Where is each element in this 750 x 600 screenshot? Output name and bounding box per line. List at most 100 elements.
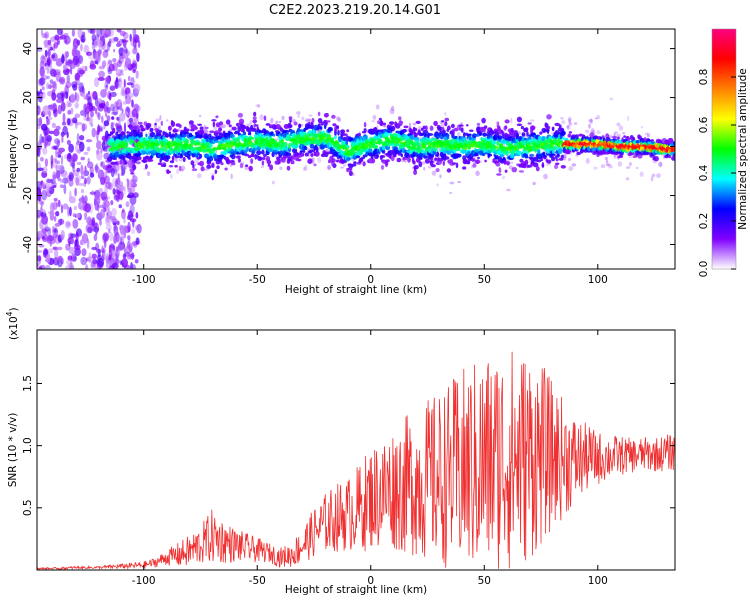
heatmap-cell [117, 125, 121, 129]
heatmap-cell [69, 206, 72, 217]
heatmap-cell [230, 173, 233, 180]
heatmap-cell [98, 204, 105, 209]
heatmap-cell [47, 137, 51, 147]
heatmap-cell [56, 139, 61, 147]
heatmap-cell [157, 126, 161, 130]
heatmap-cell [83, 151, 89, 155]
heatmap-cell [104, 49, 109, 53]
heatmap-cell [594, 117, 598, 120]
snr-x-ticks: -100 -50 0 50 100 [132, 330, 608, 587]
heatmap-cell [114, 164, 117, 170]
heatmap-cell [309, 124, 315, 130]
snr-y-ticks: 0.5 1.0 1.5 [22, 375, 675, 516]
heatmap-cell [436, 183, 439, 187]
heatmap-cell [365, 144, 369, 148]
heatmap-cell [115, 69, 122, 77]
heatmap-cell [168, 165, 174, 168]
heatmap-cell [113, 225, 119, 236]
heatmap-cell [110, 167, 115, 178]
heatmap-cell [149, 127, 154, 132]
heatmap-cell [80, 239, 83, 246]
heatmap-cell [218, 127, 222, 132]
heatmap-cell [120, 131, 126, 136]
heatmap-cell [84, 165, 87, 173]
heatmap-cell [613, 131, 619, 134]
heatmap-cell [124, 89, 128, 100]
heatmap-cell [412, 122, 417, 126]
heatmap-cell [132, 47, 138, 55]
heatmap-cell [65, 39, 68, 44]
heatmap-cell [53, 145, 58, 150]
heatmap-cell [115, 131, 119, 137]
heatmap-cell [430, 157, 433, 161]
heatmap-cell [218, 121, 224, 126]
heatmap-cell [112, 127, 116, 134]
x-tick-label: -50 [249, 575, 266, 587]
heatmap-cell [40, 123, 48, 131]
heatmap-cell [553, 145, 557, 150]
heatmap-cell [86, 146, 91, 152]
heatmap-cell [162, 131, 166, 136]
heatmap-cell [337, 117, 341, 123]
heatmap-cell [186, 139, 189, 145]
heatmap-cell [429, 125, 434, 131]
heatmap-cell [340, 166, 344, 169]
heatmap-cell [616, 133, 621, 138]
heatmap-cell [530, 119, 535, 122]
heatmap-cell [510, 161, 514, 165]
heatmap-cell [53, 41, 59, 49]
heatmap-cell [212, 121, 216, 128]
heatmap-cell [466, 160, 471, 165]
heatmap-cell [99, 127, 103, 132]
heatmap-cell [588, 119, 593, 123]
heatmap-cell [180, 168, 184, 172]
heatmap-cell [353, 147, 358, 152]
heatmap-cell [83, 110, 86, 122]
heatmap-cell [142, 146, 145, 150]
heatmap-cell [327, 165, 332, 171]
heatmap-cell [626, 166, 631, 169]
heatmap-cell [363, 128, 367, 133]
heatmap-cell [39, 60, 45, 69]
heatmap-cell [57, 150, 62, 155]
heatmap-cell [131, 228, 136, 235]
heatmap-cell [177, 152, 181, 156]
heatmap-cell [188, 120, 194, 125]
heatmap-cell [568, 122, 573, 126]
heatmap-cell [175, 157, 178, 163]
heatmap-cell [63, 91, 69, 99]
heatmap-cell [96, 140, 102, 150]
heatmap-cell [280, 139, 284, 143]
heatmap-cell [390, 105, 395, 111]
heatmap-cell [92, 256, 97, 268]
heatmap-cell [145, 133, 148, 138]
heatmap-cell [347, 167, 353, 171]
heatmap-cell [47, 39, 52, 46]
heatmap-cell [568, 118, 572, 124]
heatmap-cell [71, 253, 77, 262]
heatmap-cell [103, 200, 107, 205]
heatmap-cell [115, 76, 118, 83]
heatmap-cell [513, 153, 517, 157]
heatmap-cell [257, 104, 260, 108]
spectrogram-y-axis-label: Frequency (Hz) [7, 109, 19, 188]
heatmap-cell [264, 130, 270, 135]
heatmap-cell [375, 104, 380, 110]
heatmap-cell [566, 125, 570, 129]
heatmap-cell [342, 164, 347, 167]
heatmap-cell [76, 132, 80, 144]
heatmap-cell [179, 140, 183, 146]
heatmap-cell [231, 162, 236, 166]
heatmap-cell [116, 259, 120, 264]
heatmap-cell [308, 114, 313, 117]
heatmap-cell [506, 161, 510, 166]
heatmap-cell [604, 156, 608, 161]
heatmap-cell [617, 136, 620, 140]
heatmap-cell [87, 90, 91, 95]
heatmap-cell [112, 188, 116, 195]
heatmap-cell [122, 224, 128, 234]
heatmap-cell [321, 130, 326, 134]
heatmap-cell [176, 168, 180, 174]
heatmap-cell [37, 123, 41, 130]
heatmap-cell [245, 164, 249, 167]
